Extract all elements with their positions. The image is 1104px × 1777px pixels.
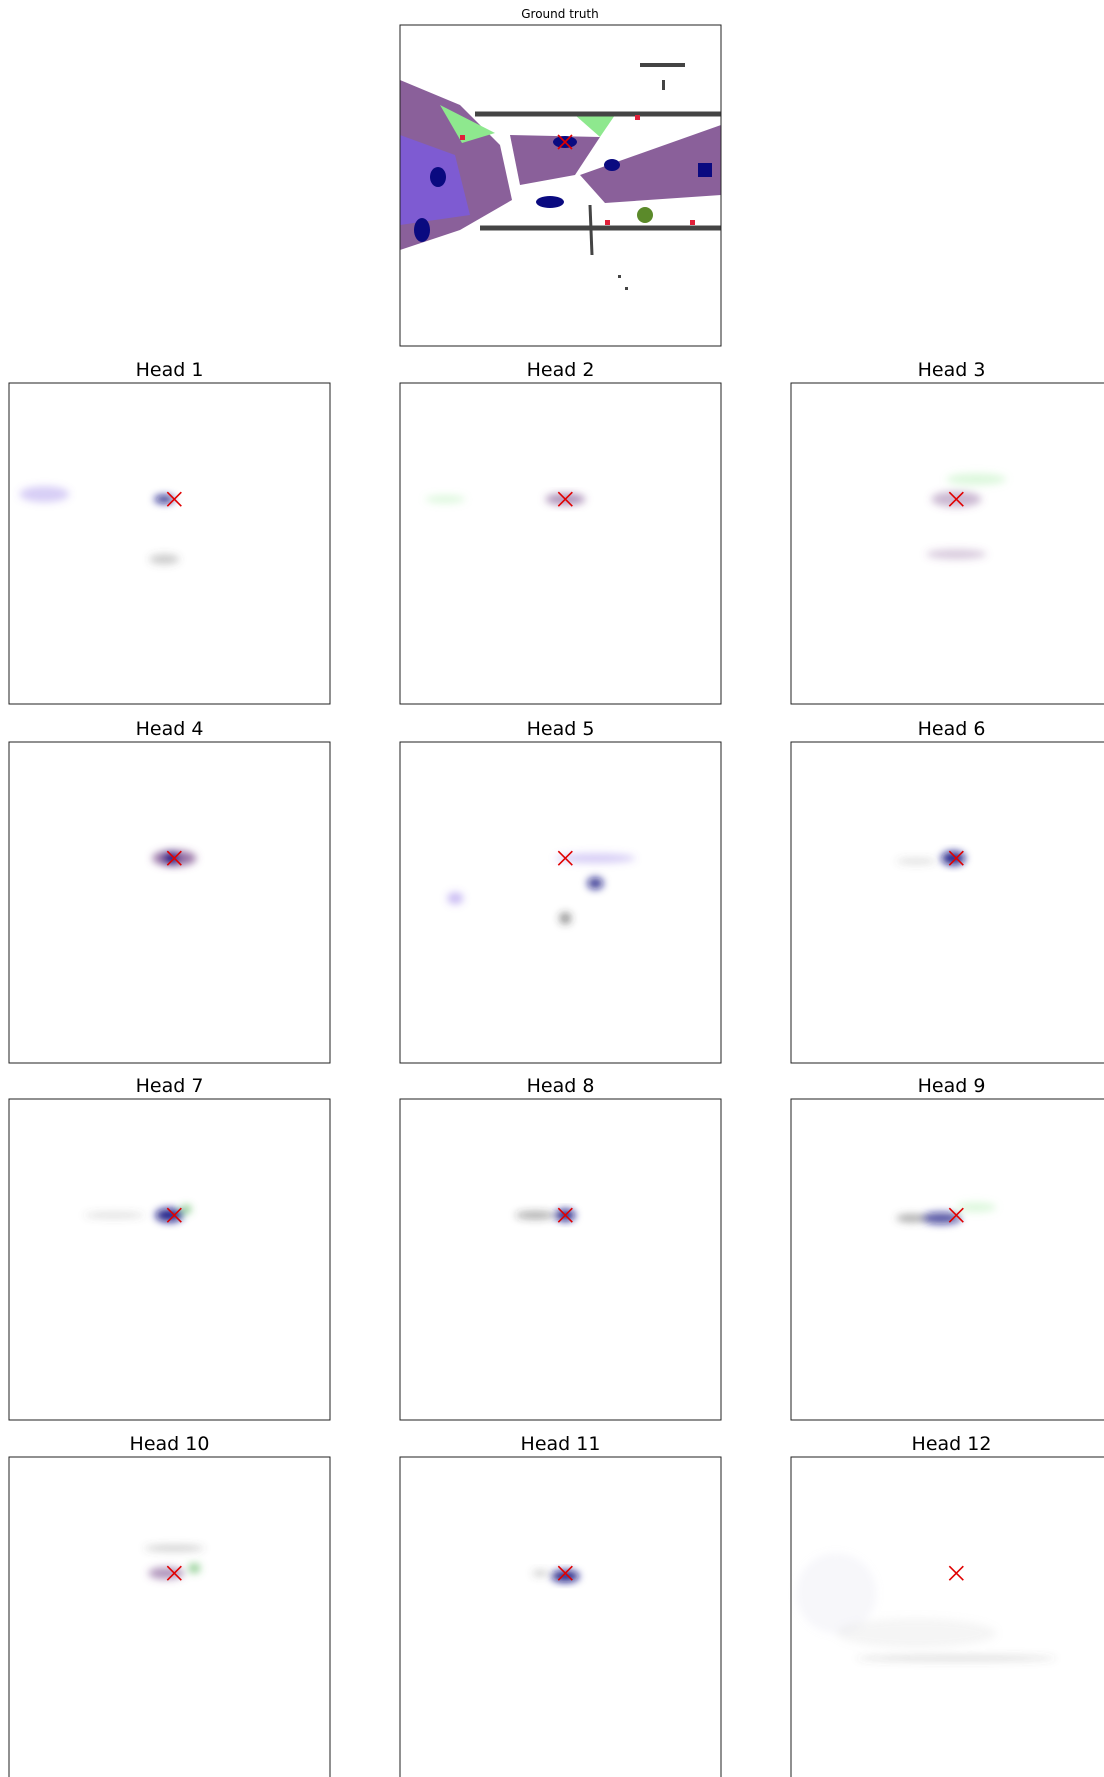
page-body: Ground truth — [0, 0, 1104, 1777]
head-title: Head 8 — [527, 1075, 595, 1097]
head-panel — [9, 383, 330, 704]
attention-blob — [856, 1655, 1056, 1661]
attention-blob — [946, 473, 1006, 485]
attention-blob — [551, 1570, 579, 1582]
attention-blob — [19, 486, 69, 502]
attention-blob — [163, 852, 179, 864]
panel-background — [791, 383, 1104, 704]
point-red — [690, 220, 695, 225]
attention-blob — [144, 1545, 204, 1551]
panel-background — [400, 1099, 721, 1420]
attention-blob — [188, 1563, 200, 1573]
head-panel — [791, 1457, 1104, 1777]
point-red — [605, 220, 610, 225]
head-title: Head 4 — [136, 718, 204, 740]
attention-blob — [181, 1205, 191, 1213]
region-navy — [414, 218, 430, 242]
attention-blob — [555, 853, 635, 863]
attention-blob — [149, 554, 179, 564]
region-olive — [637, 207, 653, 223]
panel-background — [9, 742, 330, 1063]
attention-blob — [956, 1202, 996, 1212]
attention-blob — [896, 858, 936, 864]
point-grey — [625, 287, 628, 290]
head-panel — [9, 742, 330, 1063]
attention-blob — [425, 495, 465, 503]
point-red — [635, 115, 640, 120]
ground-truth-panel — [400, 25, 721, 346]
figure: Ground truth — [0, 0, 1104, 1777]
head-panel — [400, 1099, 721, 1420]
region-navy — [536, 196, 564, 208]
attention-blob — [84, 1212, 144, 1218]
head-title: Head 2 — [527, 359, 595, 381]
head-title: Head 11 — [521, 1433, 601, 1455]
region-navy — [430, 167, 446, 187]
head-title: Head 7 — [136, 1075, 204, 1097]
head-title: Head 5 — [527, 718, 595, 740]
head-panel — [9, 1457, 330, 1777]
panel-background — [9, 383, 330, 704]
head-title: Head 12 — [912, 1433, 992, 1455]
attention-blob — [559, 912, 571, 924]
head-panel — [791, 1099, 1104, 1420]
attention-blob — [896, 1214, 926, 1222]
head-panel — [400, 742, 721, 1063]
head-title: Head 3 — [918, 359, 986, 381]
panel-background — [400, 383, 721, 704]
attention-blob — [587, 877, 603, 889]
attention-blob — [532, 1570, 548, 1576]
head-panel — [9, 1099, 330, 1420]
region-navy — [604, 159, 620, 171]
head-panel — [400, 1457, 721, 1777]
line-dark — [590, 205, 592, 255]
head-panel — [400, 383, 721, 704]
attention-blob — [447, 892, 463, 904]
panel-background — [9, 1099, 330, 1420]
head-title: Head 1 — [136, 359, 204, 381]
attention-blob — [926, 549, 986, 559]
head-panel — [791, 742, 1104, 1063]
point-grey — [618, 275, 621, 278]
panel-background — [791, 742, 1104, 1063]
region-navy — [698, 163, 712, 177]
head-title: Head 6 — [918, 718, 986, 740]
head-title: Head 9 — [918, 1075, 986, 1097]
head-title: Head 10 — [130, 1433, 210, 1455]
attention-blob — [515, 1211, 555, 1219]
point-grey — [662, 80, 665, 90]
head-panel — [791, 383, 1104, 704]
point-red — [460, 135, 465, 140]
attention-blob — [796, 1553, 876, 1633]
panel-background — [400, 1457, 721, 1777]
panel-background — [9, 1457, 330, 1777]
panel-background — [791, 1099, 1104, 1420]
ground-truth-title: Ground truth — [521, 7, 599, 21]
panel-background — [400, 742, 721, 1063]
page: {"ground_truth": {"title": "Ground truth… — [0, 0, 1104, 1777]
